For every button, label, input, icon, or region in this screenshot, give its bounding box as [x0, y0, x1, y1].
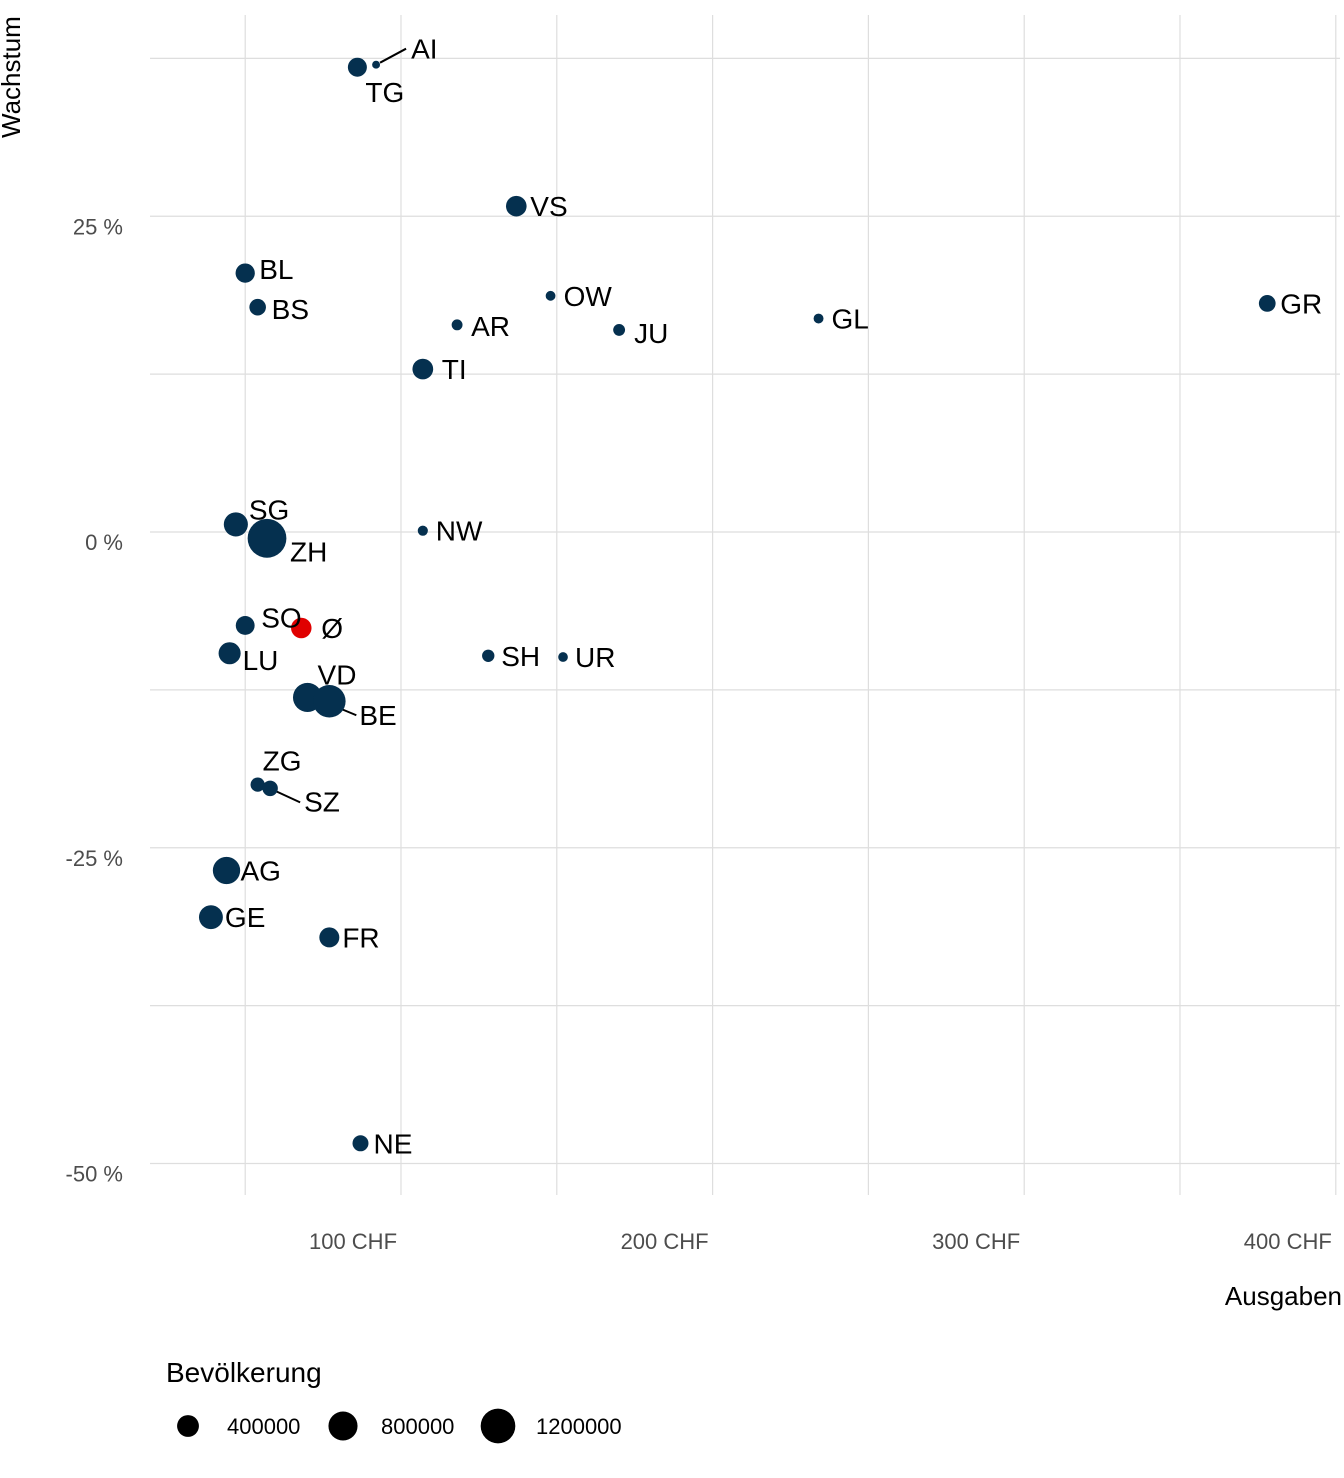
connector-sz [273, 789, 301, 804]
point-ti [412, 358, 434, 380]
point-label-sz: SZ [304, 786, 340, 817]
point-so [235, 616, 255, 635]
point-gr [1258, 295, 1276, 312]
point-zh [247, 518, 287, 558]
point-sh [482, 649, 495, 662]
point-label-bl: BL [259, 254, 293, 285]
point-label-sg: SG [249, 494, 289, 525]
legend-label: 800000 [381, 1414, 454, 1439]
point-label-ge: GE [225, 902, 265, 933]
point-ne [352, 1135, 369, 1152]
legend-title: Bevölkerung [166, 1357, 322, 1388]
point-label-ai: AI [411, 34, 437, 65]
legend-label: 400000 [227, 1414, 300, 1439]
point-label-gl: GL [832, 304, 869, 335]
legend-key [328, 1411, 358, 1441]
point-label-fr: FR [342, 922, 379, 953]
point-label-zg: ZG [263, 746, 302, 777]
legend: Bevölkerung 400000 800000 1200000 [166, 1357, 622, 1444]
data-points [198, 57, 1276, 1152]
point-label-ur: UR [575, 642, 615, 673]
point-be [313, 684, 346, 718]
point-fr [319, 927, 340, 948]
point-lu [218, 642, 241, 665]
point-bs [249, 298, 266, 316]
point-sz [262, 780, 278, 797]
point-label-ag: AG [241, 855, 281, 886]
point-gl [813, 313, 824, 324]
point-ag [212, 856, 241, 885]
y-tick-label: -50 % [66, 1162, 123, 1187]
point-label-ne: NE [373, 1128, 412, 1159]
point-label-ti: TI [442, 354, 467, 385]
point-ur [558, 652, 568, 662]
legend-entries: 400000 800000 1200000 [177, 1408, 622, 1444]
point-bl [235, 263, 255, 283]
point-ai [372, 60, 381, 69]
point-label-vd: VD [318, 659, 357, 690]
point-ge [198, 905, 223, 930]
point-label-sh: SH [501, 641, 540, 672]
legend-label: 1200000 [536, 1414, 622, 1439]
point-label-bs: BS [272, 294, 309, 325]
y-tick-label: 0 % [85, 530, 123, 555]
point-label-nw: NW [436, 516, 483, 547]
point-label-ar: AR [471, 311, 510, 342]
x-tick-label: 300 CHF [932, 1229, 1020, 1254]
point-label-tg: TG [365, 77, 404, 108]
point-label-ow: OW [564, 281, 613, 312]
y-axis-title: Wachstum [0, 16, 26, 138]
axis-ticks: 100 CHF 200 CHF 300 CHF 400 CHF 25 % 0 % -25 %… [66, 214, 1332, 1254]
point-label-lu: LU [243, 645, 279, 676]
point-ar [451, 319, 463, 331]
point-label-gr: GR [1280, 288, 1322, 319]
point-label-be: BE [359, 700, 396, 731]
x-tick-label: 400 CHF [1244, 1229, 1332, 1254]
point-label-vs: VS [530, 191, 567, 222]
legend-key [480, 1408, 516, 1444]
x-tick-label: 100 CHF [309, 1229, 397, 1254]
point-ow [545, 290, 556, 301]
point-nw [417, 525, 428, 536]
point-vs [505, 195, 527, 217]
connector-ai [379, 47, 407, 64]
point-label-so: SO [261, 602, 301, 633]
point-label-average: Ø [321, 613, 343, 644]
point-label-ju: JU [634, 318, 668, 349]
point-tg [347, 57, 367, 77]
y-tick-label: 25 % [73, 214, 123, 239]
x-tick-label: 200 CHF [621, 1229, 709, 1254]
point-label-zh: ZH [290, 536, 327, 567]
legend-key [177, 1415, 199, 1437]
y-tick-label: -25 % [66, 846, 123, 871]
point-sg [223, 512, 248, 537]
grid-lines [150, 15, 1340, 1195]
point-ju [613, 323, 626, 336]
x-axis-title: Ausgaben [1225, 1281, 1342, 1311]
point-zg [250, 777, 265, 792]
point-average [291, 617, 312, 639]
